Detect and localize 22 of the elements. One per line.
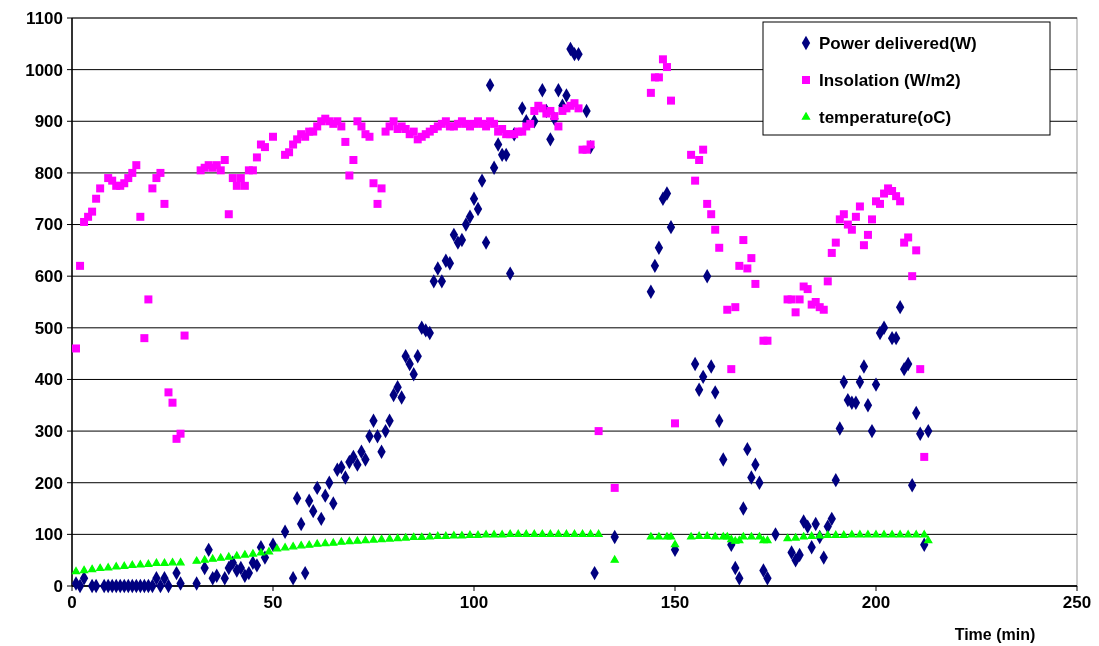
y-tick-label: 1000 — [25, 60, 63, 80]
x-tick-label: 0 — [67, 593, 77, 612]
y-tick-label: 1100 — [26, 8, 63, 28]
y-tick-label: 200 — [34, 473, 63, 493]
y-tick-label: 900 — [34, 112, 63, 132]
y-tick-label: 600 — [34, 267, 63, 287]
x-tick-label: 150 — [660, 593, 690, 612]
legend-label: Insolation (W/m2) — [819, 70, 961, 90]
legend-label: Power delivered(W) — [819, 33, 977, 53]
y-tick-label: 500 — [34, 318, 63, 338]
legend-label: temperature(oC) — [819, 107, 952, 127]
y-tick-label: 0 — [53, 576, 63, 596]
x-axis-title: Time (min) — [954, 626, 1036, 643]
y-tick-label: 100 — [34, 525, 63, 545]
y-tick-label: 300 — [34, 422, 63, 442]
y-tick-label: 400 — [34, 370, 63, 390]
x-tick-label: 50 — [263, 593, 283, 612]
y-tick-label: 700 — [34, 215, 63, 235]
x-tick-label: 200 — [861, 593, 891, 612]
x-tick-label: 100 — [459, 593, 489, 612]
y-tick-label: 800 — [34, 163, 63, 183]
x-tick-label: 250 — [1062, 593, 1092, 612]
